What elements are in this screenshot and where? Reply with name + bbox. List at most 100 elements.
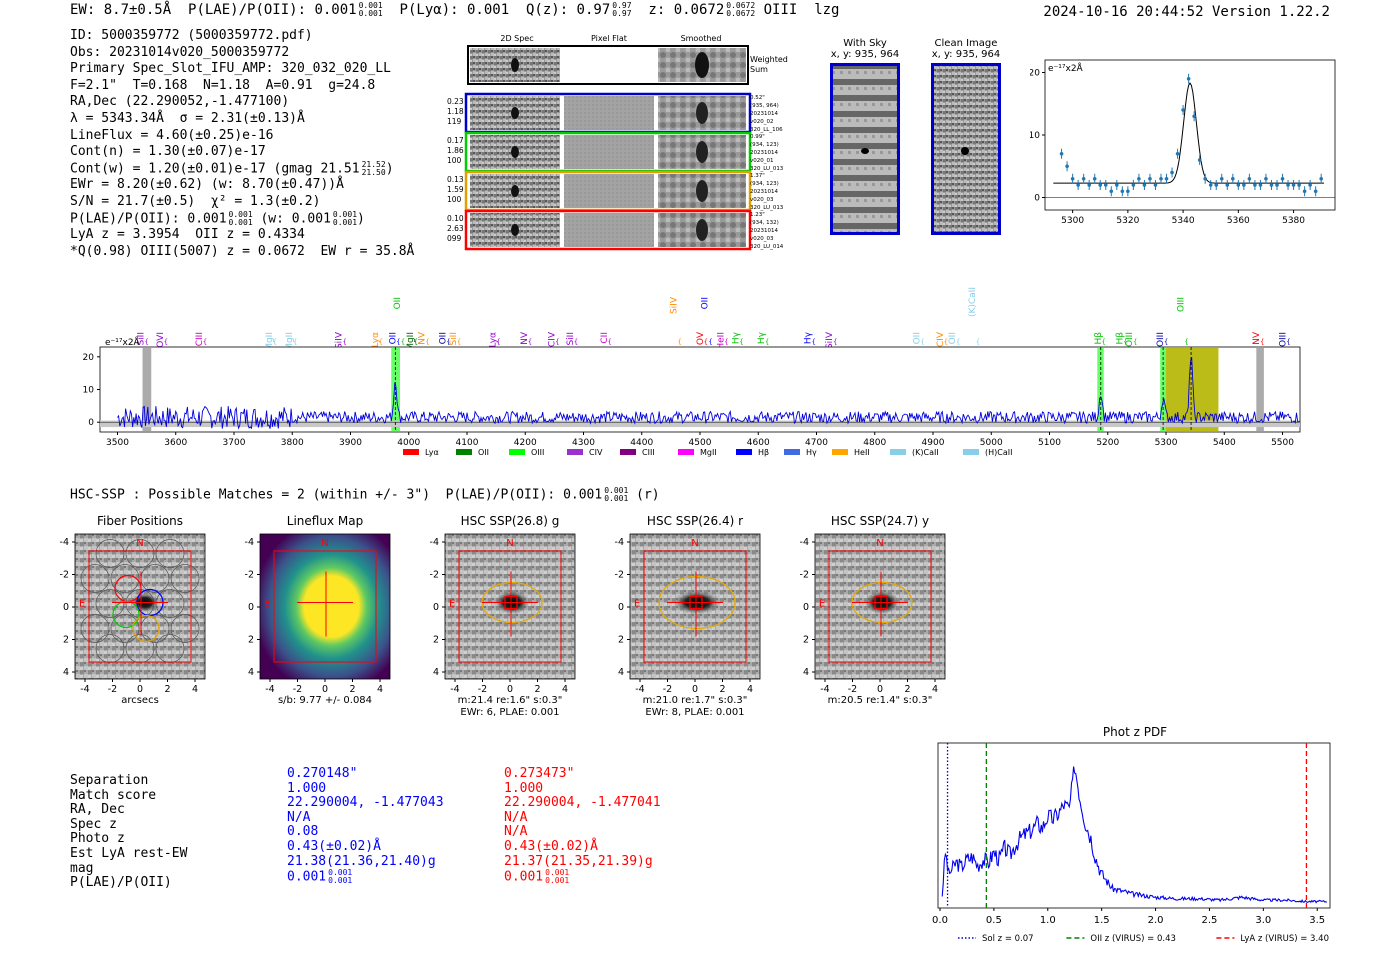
spectrum-ytick: 20 — [83, 353, 95, 363]
fiber-circle — [95, 589, 125, 618]
hsc-xtick: 4 — [377, 684, 383, 695]
spectrum-unit: e⁻¹⁷x2Å — [105, 336, 141, 348]
legend-swatch — [620, 449, 636, 455]
legend-label: Lyα — [425, 448, 439, 457]
hsc-xtick: 4 — [932, 684, 938, 695]
zoom-data-point — [1258, 183, 1263, 187]
zoom-data-point — [1115, 183, 1119, 187]
fiber-circle — [80, 614, 110, 643]
zoom-data-point — [1319, 176, 1323, 181]
hsc-caption: s/b: 9.77 +/- 0.084 — [278, 695, 372, 706]
zoom-data-point — [1286, 183, 1290, 187]
hsc-xtick: 2 — [904, 684, 910, 695]
galaxy-ellipse — [658, 575, 736, 630]
hsc-ytick: -4 — [245, 537, 254, 548]
cutout-row-meta: 320_LU_014 — [750, 244, 784, 250]
col-flat-label: Pixel Flat — [591, 34, 627, 43]
spectrum-xtick: 5000 — [980, 438, 1003, 448]
fiber-circle — [170, 614, 200, 643]
spectrum-line-brace: { — [708, 338, 712, 346]
hsc-ytick: 2 — [618, 635, 624, 646]
photz-xtick: 0.5 — [986, 915, 1002, 926]
spectrum-xtick: 3900 — [339, 438, 362, 448]
photz-pdf-plot: Phot z PDF 0.0 0.5 1.0 1.5 2.0 2.5 3.0 3.5 Sol z… — [932, 725, 1331, 944]
photz-legend-label: LyA z (VIRUS) = 3.40 — [1240, 934, 1329, 944]
cutout-row-meta: (934, 123) — [750, 142, 779, 148]
table-cell: 22.290004, -1.477043 — [287, 795, 444, 811]
zoom-data-point — [1148, 176, 1152, 181]
spectrum-line-brace: { — [414, 338, 418, 346]
spectrum-line-brace: { — [704, 338, 708, 346]
photz-title: Phot z PDF — [1103, 725, 1167, 739]
hsc-caption: m:21.4 re:1.6" s:0.3" — [458, 695, 563, 706]
photz-legend-label: OII z (VIRUS) = 0.43 — [1090, 934, 1176, 944]
zoom-data-point — [1247, 176, 1252, 181]
spectrum-ytick: 10 — [83, 386, 95, 396]
cutout-row-stat: 1.59 — [447, 185, 464, 194]
spectrum-line-label: Lyα — [371, 332, 381, 348]
cutout-row-stat: 099 — [447, 234, 462, 243]
cutout-row-meta: (935, 964) — [750, 103, 779, 109]
zoom-xtick: 5300 — [1061, 216, 1084, 226]
east-label: E — [79, 599, 85, 610]
fiber-circle — [80, 564, 110, 593]
hsc-xtick: 4 — [192, 684, 198, 695]
zoom-data-point — [1197, 158, 1202, 162]
hsc-xtick: -4 — [820, 684, 829, 695]
cutout-row-meta: 320_LL_106 — [750, 127, 783, 133]
spectrum-line-brace: { — [203, 338, 207, 346]
hsc-ytick: 2 — [433, 635, 439, 646]
spectrum-line-label: CIV — [936, 331, 946, 347]
legend-label: (H)CaII — [985, 448, 1012, 457]
cutout-row-meta: v020_03 — [750, 236, 774, 242]
spectrum-line-label: OII — [913, 332, 923, 344]
hsc-panel-title: Lineflux Map — [287, 514, 363, 528]
spectrum-line-label: (K)CaII — [968, 287, 978, 317]
legend-label: Hβ — [758, 448, 769, 457]
photz-xtick: 2.0 — [1148, 915, 1164, 926]
table-cell: 0.001 0.001 0.001 — [287, 868, 353, 886]
hsc-xtick: 4 — [747, 684, 753, 695]
photz-curve — [941, 766, 1328, 904]
table-label: P(LAE)/P(OII) — [70, 875, 172, 891]
hsc-box — [643, 550, 747, 663]
cutout-row-meta: 1.23" — [750, 212, 765, 218]
hsc-caption: EWr: 8, PLAE: 0.001 — [645, 707, 744, 718]
cutout-row-stat: 1.86 — [447, 146, 464, 155]
zoom-data-point — [1264, 176, 1268, 181]
spectrum-line-label: SiIV — [825, 331, 835, 349]
hsc-ytick: -4 — [800, 537, 809, 548]
info-obs: Obs: 20231014v020_5000359772 — [70, 44, 290, 60]
east-label: E — [449, 599, 455, 610]
hsc-xtick: -4 — [80, 684, 89, 695]
spectrum-xtick: 3500 — [106, 438, 129, 448]
hsc-ytick: 0 — [803, 602, 809, 613]
cutout-row-stat: 100 — [447, 156, 462, 165]
zoom-data-point — [1203, 176, 1207, 181]
spectrum-line-label: SiIV — [670, 296, 680, 314]
legend-label: CIII — [642, 448, 655, 457]
east-label: E — [634, 599, 640, 610]
cutout-row-meta: (934, 132) — [750, 220, 779, 226]
legend-label: HeII — [854, 448, 870, 457]
cutout-row-stat: 0.23 — [447, 97, 464, 106]
spectrum-line-label: CIV — [547, 331, 557, 347]
spectrum-line-brace: { — [273, 338, 277, 346]
hsc-box — [828, 550, 932, 663]
zoom-data-point — [1275, 183, 1279, 187]
zoom-data-point — [1142, 183, 1147, 187]
zoom-xtick: 5320 — [1116, 216, 1139, 226]
hsc-ytick: 2 — [248, 635, 254, 646]
spectrum-line-brace: { — [457, 338, 461, 346]
zoom-data-point — [1253, 183, 1257, 187]
spectrum-error-band — [100, 420, 1300, 428]
hsc-ytick: -2 — [245, 570, 254, 581]
hsc-ytick: 4 — [248, 667, 254, 678]
weighted-sum-row: Weighted Sum — [467, 45, 788, 85]
spectrum-xtick: 5500 — [1271, 438, 1294, 448]
hsc-panel-title: Fiber Positions — [97, 514, 183, 528]
header-summary: EW: 8.7±0.5Å P(LAE)/P(OII): 0.001 0.001 0.… — [70, 1, 840, 19]
north-label: N — [691, 538, 698, 549]
table-cell: 0.273473" — [504, 766, 575, 781]
hsc-ytick: 2 — [63, 635, 69, 646]
